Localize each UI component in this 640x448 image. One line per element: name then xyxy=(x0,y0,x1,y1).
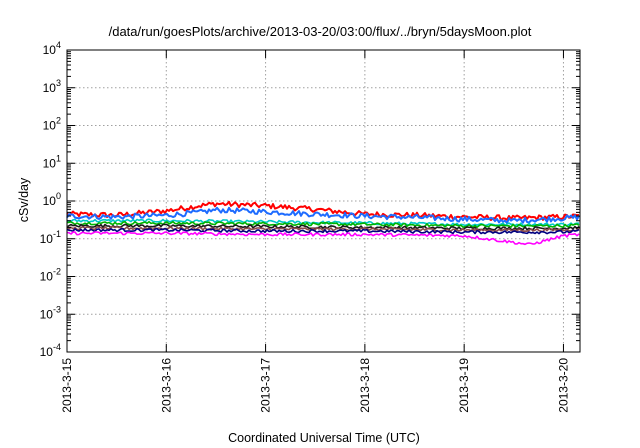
y-tick-label: 10-2 xyxy=(40,267,61,284)
x-tick-labels: 2013-3-15 2013-3-16 2013-3-17 2013-3-18 2013… xyxy=(60,358,570,413)
grid xyxy=(66,50,580,352)
x-tick-label: 2013-3-20 xyxy=(556,358,570,413)
chart-title: /data/run/goesPlots/archive/2013-03-20/0… xyxy=(109,24,532,39)
x-tick-label: 2013-3-16 xyxy=(159,358,173,413)
series-line xyxy=(66,220,580,229)
y-tick-label: 10-1 xyxy=(40,229,61,246)
y-tick-label: 10-4 xyxy=(40,342,61,359)
y-tick-label: 103 xyxy=(43,78,61,95)
y-tick-label: 104 xyxy=(43,40,61,57)
y-tick-label: 10-3 xyxy=(40,304,61,321)
x-tick-label: 2013-3-19 xyxy=(457,358,471,413)
x-tick-label: 2013-3-15 xyxy=(60,358,74,413)
series-line xyxy=(66,206,580,224)
series-line xyxy=(66,225,580,233)
series-group xyxy=(66,200,580,246)
y-axis-label: cSv/day xyxy=(17,177,31,222)
y-tick-label: 101 xyxy=(43,153,61,170)
plot-frame xyxy=(66,49,581,353)
series-line xyxy=(66,223,580,231)
y-tick-label: 102 xyxy=(43,116,61,133)
series-line xyxy=(67,218,579,227)
x-axis-label: Coordinated Universal Time (UTC) xyxy=(228,431,420,445)
y-tick-label: 100 xyxy=(43,191,61,208)
series-line xyxy=(66,227,580,235)
x-tick-label: 2013-3-18 xyxy=(358,358,372,413)
x-tick-label: 2013-3-17 xyxy=(259,358,273,413)
y-tick-labels: 10-4 10-3 10-2 10-1 100 101 102 103 104 xyxy=(40,40,61,359)
series-line xyxy=(66,231,580,246)
